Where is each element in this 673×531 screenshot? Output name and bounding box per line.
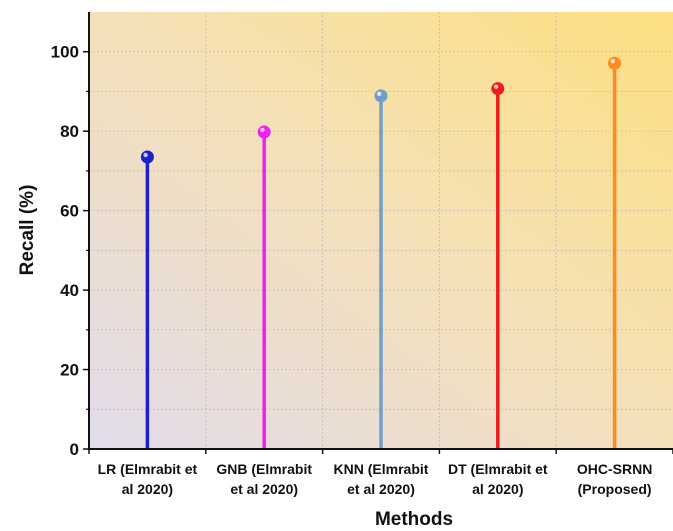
x-category-label-line: (Proposed)	[578, 481, 652, 497]
x-category-label-line: et al 2020)	[230, 481, 298, 497]
x-category-label: DT (Elmrabit et al 2020)	[448, 461, 548, 497]
y-tick-label: 80	[60, 122, 79, 141]
y-tick-label: 100	[51, 43, 79, 62]
axes	[83, 12, 673, 454]
x-category-label-line: LR (Elmrabit et	[98, 461, 198, 477]
lollipop-heads	[140, 56, 622, 164]
lollipop-head	[374, 89, 388, 103]
x-category-label-line: al 2020)	[122, 481, 173, 497]
x-category-label: OHC-SRNN (Proposed)	[577, 461, 652, 497]
x-category-label-line: DT (Elmrabit et	[448, 461, 548, 477]
y-tick-label: 60	[60, 202, 79, 221]
lollipop-highlight	[493, 84, 499, 89]
lollipop-highlight	[143, 152, 148, 158]
y-tick-label: 20	[60, 361, 79, 380]
x-category-label: GNB (Elmrabit et al 2020)	[216, 461, 312, 497]
lollipop-highlight	[377, 91, 382, 97]
lollipop-head	[257, 125, 271, 139]
x-category-label-line: et al 2020)	[347, 481, 415, 497]
lollipop-highlight	[260, 127, 265, 133]
x-category-label-line: GNB (Elmrabit	[216, 461, 312, 477]
lollipop-highlight	[610, 59, 615, 64]
x-category-label: LR (Elmrabit et al 2020)	[98, 461, 198, 497]
lollipop-head	[608, 56, 622, 70]
x-category-label-line: OHC-SRNN	[577, 461, 652, 477]
x-axis-title: Methods	[375, 509, 453, 530]
x-tick-labels: LR (Elmrabit et al 2020) GNB (Elmrabit et a…	[98, 461, 653, 497]
y-axis-title: Recall (%)	[17, 185, 38, 276]
lollipop-stems	[145, 63, 617, 449]
lollipop-head	[140, 150, 154, 164]
x-category-label-line: KNN (Elmrabit	[334, 461, 429, 477]
x-category-label-line: al 2020)	[472, 481, 523, 497]
y-tick-label: 0	[70, 440, 79, 459]
x-category-label: KNN (Elmrabit et al 2020)	[334, 461, 429, 497]
y-tick-label: 40	[60, 281, 79, 300]
lollipop-head	[491, 82, 505, 96]
y-tick-labels: 0 20 40 60 80 100	[51, 43, 79, 459]
